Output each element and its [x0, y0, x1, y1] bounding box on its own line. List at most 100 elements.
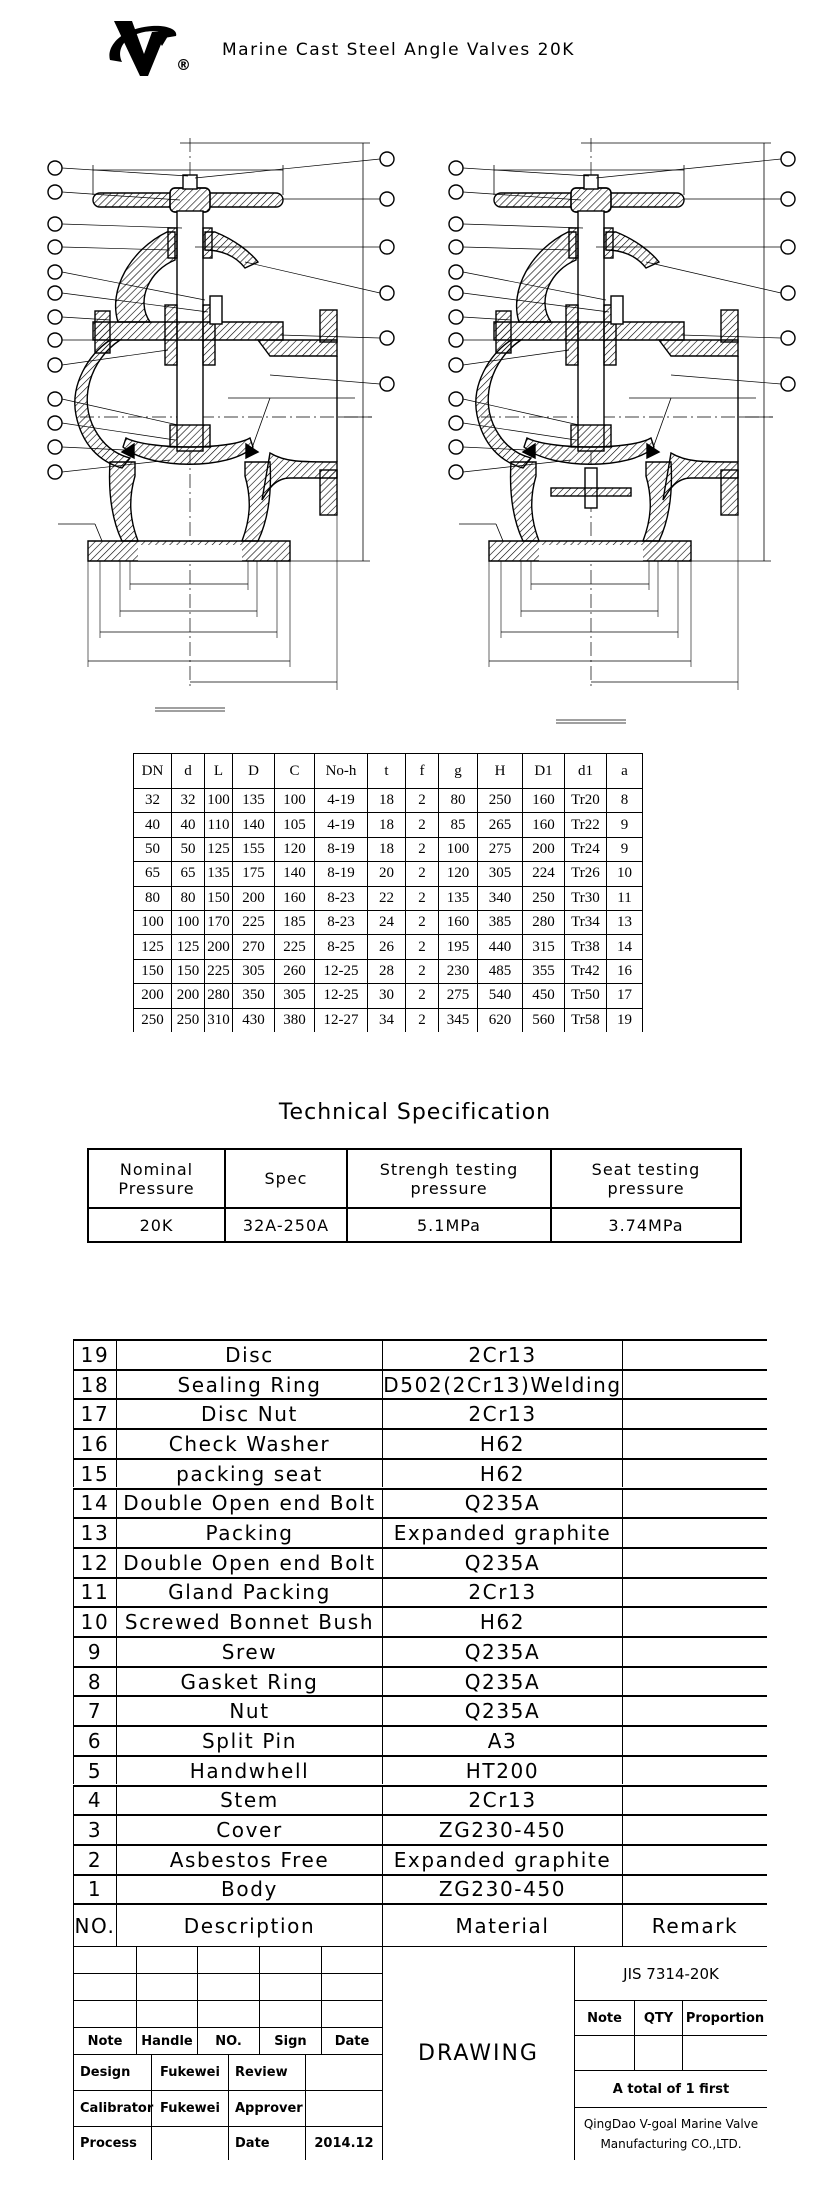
column-header-H: H — [477, 753, 522, 788]
leader — [462, 422, 577, 441]
length-label: L — [259, 662, 267, 678]
part-description: Split Pin — [116, 1725, 382, 1755]
callout-8 — [47, 184, 63, 200]
length-label: L — [660, 662, 668, 678]
table-cell: 175 — [232, 861, 274, 886]
part-no: 4 — [73, 1784, 116, 1815]
revision-cell — [259, 2000, 321, 2027]
spec-value: 3.74MPa — [550, 1207, 742, 1243]
leader — [462, 446, 527, 451]
packing — [565, 304, 579, 366]
table-cell: 250 — [171, 1007, 204, 1032]
table-cell: 250 — [522, 885, 564, 910]
table-cell: 125 — [133, 934, 171, 959]
table-cell: 345 — [438, 1007, 477, 1032]
part-material: Q235A — [382, 1546, 622, 1577]
callout-7 — [448, 160, 464, 176]
sign-cell: Review — [228, 2054, 305, 2090]
part-remark — [622, 1784, 767, 1815]
table-cell: 160 — [274, 885, 314, 910]
table-cell: 170 — [204, 910, 232, 935]
table-cell: 100 — [171, 910, 204, 935]
callout-12 — [47, 285, 63, 301]
table-cell: 50 — [133, 836, 171, 862]
part-remark — [622, 1695, 767, 1726]
table-cell: 225 — [274, 934, 314, 959]
part-description: Gland Packing — [116, 1576, 382, 1607]
part-remark — [622, 1665, 767, 1696]
table-cell: 10 — [606, 861, 643, 886]
part-remark — [622, 1428, 767, 1458]
table-cell: 140 — [232, 812, 274, 837]
part-description: Disc — [116, 1339, 382, 1369]
part-description: Packing — [116, 1517, 382, 1547]
spec-value: 32A-250A — [224, 1207, 346, 1243]
sign-cell: Approver — [228, 2090, 305, 2126]
callout-9 — [448, 216, 464, 232]
sign-cell — [151, 2126, 228, 2160]
callout-4 — [379, 239, 395, 255]
table-cell: 225 — [232, 910, 274, 935]
table-cell: 50 — [171, 836, 204, 862]
page-title: Marine Cast Steel Angle Valves 20K — [222, 40, 575, 60]
table-cell: 225 — [204, 958, 232, 984]
table-cell: 30 — [367, 983, 405, 1008]
revision-cell — [73, 1973, 136, 2000]
sheet-count: A total of 1 first — [574, 2070, 767, 2107]
leader — [462, 246, 572, 251]
part-no: 2 — [73, 1843, 116, 1874]
f-label: f — [298, 567, 302, 577]
leader — [462, 271, 607, 301]
table-cell: 385 — [477, 910, 522, 935]
revision-cell — [321, 1946, 382, 1973]
table-cell: 125 — [204, 836, 232, 862]
company-logo — [108, 18, 178, 78]
table-cell: 2 — [405, 934, 438, 959]
column-header-DN: DN — [133, 753, 171, 788]
revision-cell — [73, 1946, 136, 1973]
table-cell: 100 — [204, 788, 232, 813]
leader — [462, 316, 512, 321]
part-material: H62 — [382, 1606, 622, 1636]
part-no: 8 — [73, 1665, 116, 1696]
table-cell: Tr22 — [564, 812, 606, 837]
leader — [645, 261, 782, 294]
bore — [539, 545, 643, 561]
leader — [462, 398, 580, 426]
table-cell: 140 — [274, 861, 314, 886]
leader — [61, 459, 171, 473]
table-cell: 2 — [405, 885, 438, 910]
column-header-t: t — [367, 753, 405, 788]
part-no: 9 — [73, 1636, 116, 1666]
column-header-f: f — [405, 753, 438, 788]
part-description: packing seat — [116, 1457, 382, 1488]
leader — [462, 349, 570, 366]
part-remark — [622, 1576, 767, 1607]
table-cell: 305 — [274, 983, 314, 1008]
part-description: Screwed Bonnet Bush — [116, 1606, 382, 1636]
table-cell: 12-25 — [314, 983, 367, 1008]
callout-11 — [47, 264, 63, 280]
sign-cell: Calibrator — [73, 2090, 153, 2126]
revision-cell — [197, 2000, 259, 2027]
leader — [61, 167, 189, 177]
part-no: 19 — [73, 1339, 116, 1369]
table-cell: 11 — [606, 885, 643, 910]
table-cell: Tr24 — [564, 836, 606, 862]
table-cell: 340 — [477, 885, 522, 910]
part-description: Srew — [116, 1636, 382, 1666]
table-cell: 135 — [204, 861, 232, 886]
part-description: Stem — [116, 1784, 382, 1815]
part-material: 2Cr13 — [382, 1784, 622, 1815]
table-cell: 224 — [522, 861, 564, 886]
table-cell: 280 — [522, 910, 564, 935]
spec-value: 5.1MPa — [346, 1207, 550, 1243]
callout-2 — [379, 330, 395, 346]
disc — [523, 436, 655, 465]
info-header: Note — [574, 2000, 634, 2035]
callout-11 — [448, 264, 464, 280]
table-cell: 85 — [438, 812, 477, 837]
callout-15 — [47, 357, 63, 373]
header-remark: Remark — [622, 1903, 767, 1946]
table-cell: 250 — [133, 1007, 171, 1032]
